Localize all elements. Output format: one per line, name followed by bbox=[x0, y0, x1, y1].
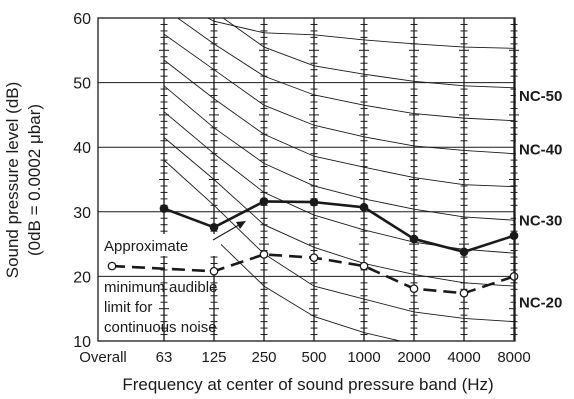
y-tick-label-60: 60 bbox=[73, 11, 91, 28]
series-2-point-500 bbox=[309, 253, 319, 263]
nc-curve-5 bbox=[163, 59, 515, 188]
series-2-point-4000 bbox=[459, 288, 469, 298]
nc-label-NC-30: NC-30 bbox=[519, 212, 562, 229]
y-tick-label-30: 30 bbox=[73, 205, 91, 222]
annotation-line-2: minimum audible bbox=[104, 279, 217, 296]
y-tick-label-20: 20 bbox=[73, 269, 91, 286]
series-2-point-1000 bbox=[359, 261, 369, 271]
y-tick-label-50: 50 bbox=[73, 76, 91, 93]
x-tick-label-125: 125 bbox=[201, 349, 226, 366]
series-1-point-8000 bbox=[509, 231, 519, 241]
x-tick-labels: Overall 63 125 250 500 1000 2000 4000 8000 bbox=[79, 349, 530, 366]
nc-curve-10 bbox=[213, 237, 403, 341]
nc-curve-8 bbox=[163, 137, 515, 287]
annotation-line-4: continuous noise bbox=[104, 319, 217, 336]
nc-curve-1 bbox=[206, 18, 515, 49]
x-tick-label-Overall: Overall bbox=[79, 349, 127, 366]
annotation-line-1: Approximate bbox=[104, 238, 188, 255]
y-axis-title-line-1: Sound pressure level (dB) bbox=[3, 82, 22, 279]
series-2-point-2000 bbox=[409, 284, 419, 294]
annotation: Approximate minimum audible limit for co… bbox=[101, 221, 246, 336]
annotation-background bbox=[101, 234, 221, 256]
nc-label-bg-NC-40 bbox=[516, 138, 572, 159]
x-tick-label-4000: 4000 bbox=[447, 349, 480, 366]
nc-label-bg-NC-50 bbox=[516, 84, 572, 105]
series-1-point-125 bbox=[209, 222, 219, 232]
plot-frame bbox=[97, 17, 516, 342]
y-tick-label-40: 40 bbox=[73, 140, 91, 157]
x-tick-label-1000: 1000 bbox=[347, 349, 380, 366]
y-tick-labels: 10 20 30 40 50 60 bbox=[73, 11, 91, 351]
nc-curve-3 bbox=[176, 18, 515, 122]
nc-curve-4 bbox=[163, 33, 515, 155]
nc-label-NC-40: NC-40 bbox=[519, 141, 562, 158]
nc-curve-7 bbox=[163, 111, 515, 254]
series-1-point-1000 bbox=[359, 202, 369, 212]
series-1-point-4000 bbox=[459, 247, 469, 257]
x-tick-label-2000: 2000 bbox=[397, 349, 430, 366]
y-tick-label-10: 10 bbox=[73, 334, 91, 351]
data-points bbox=[107, 197, 519, 298]
annotation-arrowhead bbox=[236, 221, 246, 229]
x-axis-title: Frequency at center of sound pressure ba… bbox=[122, 375, 493, 394]
annotation-line-3: limit for bbox=[104, 299, 152, 316]
nc-curve-labels: NC-50 NC-40 NC-30 NC-20 bbox=[516, 84, 572, 312]
series-2-point-125 bbox=[209, 266, 219, 276]
nc-curve-family bbox=[163, 18, 515, 341]
nc-label-bg-NC-30 bbox=[516, 209, 572, 230]
series-2-point-250 bbox=[259, 250, 269, 259]
x-tick-label-500: 500 bbox=[301, 349, 326, 366]
series-line-1 bbox=[163, 200, 515, 254]
series-line-2 bbox=[111, 253, 515, 295]
series-1-point-250 bbox=[259, 197, 269, 206]
plot-border bbox=[97, 17, 516, 342]
nc-label-NC-20: NC-20 bbox=[519, 294, 562, 311]
series-1-point-500 bbox=[309, 197, 319, 207]
x-tick-label-250: 250 bbox=[251, 349, 276, 366]
x-tick-label-63: 63 bbox=[156, 349, 173, 366]
series-1-point-2000 bbox=[409, 234, 419, 244]
x-tick-label-8000: 8000 bbox=[497, 349, 530, 366]
y-axis-title-line-2: (0dB = 0.0002 μbar) bbox=[25, 104, 44, 256]
series-1-point-63 bbox=[159, 204, 169, 213]
series-2-point-Overall bbox=[107, 261, 117, 271]
nc-curve-6 bbox=[163, 85, 515, 221]
measured-series bbox=[111, 200, 515, 295]
nc-curve-2 bbox=[222, 18, 515, 89]
nc-label-NC-50: NC-50 bbox=[519, 88, 562, 105]
nc-curve-9 bbox=[163, 159, 515, 323]
nc-label-bg-NC-20 bbox=[516, 291, 572, 312]
grid bbox=[98, 82, 515, 277]
series-2-point-8000 bbox=[509, 272, 519, 281]
